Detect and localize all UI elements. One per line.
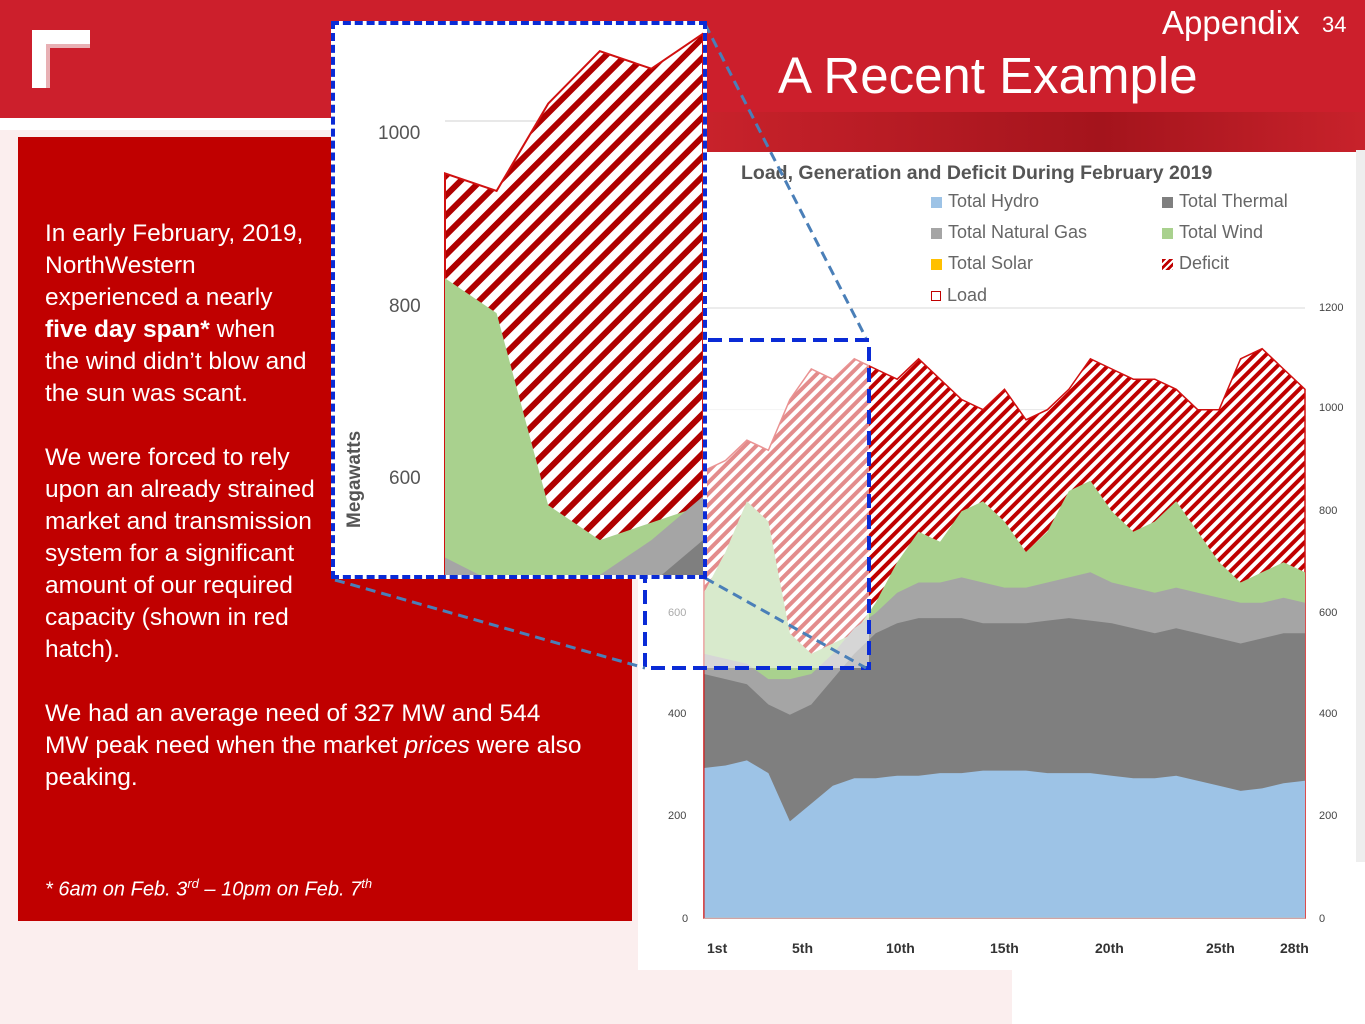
company-logo-icon bbox=[32, 30, 90, 88]
page-title: A Recent Example bbox=[778, 47, 1198, 104]
footnote-text: * 6am on Feb. 3 bbox=[45, 878, 188, 901]
page-number: 34 bbox=[1322, 12, 1347, 37]
hydro-swatch-icon bbox=[931, 196, 942, 208]
legend-wind: Total Wind bbox=[1162, 222, 1263, 243]
legend-hydro: Total Hydro bbox=[931, 191, 1039, 212]
slide-edge bbox=[1356, 150, 1365, 862]
y-tick-left-0: 0 bbox=[682, 913, 689, 925]
deficit-hatch-icon bbox=[1162, 258, 1173, 270]
x-tick-15th: 15th bbox=[990, 940, 1019, 956]
paragraph-1-text: In early February, 2019, NorthWestern ex… bbox=[45, 220, 304, 311]
x-tick-20th: 20th bbox=[1095, 940, 1124, 956]
inset-series-area-total-wind bbox=[445, 278, 703, 575]
inset-ytick-800: 800 bbox=[389, 296, 421, 317]
x-tick-10th: 10th bbox=[886, 940, 915, 956]
legend-solar-label: Total Solar bbox=[948, 253, 1034, 273]
y-tick-right-1000: 1000 bbox=[1319, 402, 1344, 414]
legend-natural-gas: Total Natural Gas bbox=[931, 222, 1087, 243]
inset-chart bbox=[444, 32, 703, 575]
inset-y-axis-label: Megawatts bbox=[344, 430, 365, 528]
legend-load-label: Load bbox=[947, 285, 988, 305]
x-tick-1st: 1st bbox=[707, 940, 728, 956]
thermal-swatch-icon bbox=[1162, 196, 1173, 208]
header-strip bbox=[706, 112, 1365, 152]
y-tick-right-0: 0 bbox=[1319, 913, 1326, 925]
x-tick-5th: 5th bbox=[792, 940, 813, 956]
y-tick-right-1200: 1200 bbox=[1319, 302, 1344, 314]
paragraph-2: We were forced to rely upon an already s… bbox=[45, 444, 315, 663]
footnote: * 6am on Feb. 3rd – 10pm on Feb. 7th bbox=[45, 876, 372, 902]
y-tick-right-600: 600 bbox=[1319, 607, 1338, 619]
paragraph-3-italic: prices bbox=[404, 732, 470, 759]
load-outline-icon bbox=[931, 291, 941, 302]
summary-text: In early February, 2019, NorthWestern ex… bbox=[45, 218, 605, 794]
y-tick-right-800: 800 bbox=[1319, 505, 1338, 517]
legend-thermal: Total Thermal bbox=[1162, 191, 1288, 212]
paragraph-3: We had an average need of 327 MW and 544… bbox=[45, 698, 590, 794]
footnote-text-2: – 10pm on Feb. 7 bbox=[198, 878, 362, 901]
zoom-connector-bottom bbox=[334, 578, 646, 670]
legend-wind-label: Total Wind bbox=[1179, 222, 1264, 242]
chart-title: Load, Generation and Deficit During Febr… bbox=[741, 162, 1213, 184]
y-tick-left-400: 400 bbox=[668, 708, 687, 720]
legend-deficit: Deficit bbox=[1162, 253, 1229, 274]
legend-deficit-label: Deficit bbox=[1179, 253, 1230, 273]
gas-swatch-icon bbox=[931, 227, 942, 239]
inset-ytick-600: 600 bbox=[389, 468, 421, 489]
y-tick-right-400: 400 bbox=[1319, 708, 1338, 720]
legend-thermal-label: Total Thermal bbox=[1179, 191, 1288, 211]
paragraph-1-bold: five day span* bbox=[45, 316, 210, 343]
paragraph-1-text-end: when the wind didn’t blow and the sun wa… bbox=[45, 316, 307, 407]
y-tick-left-200: 200 bbox=[668, 810, 687, 822]
zoom-connector-top bbox=[703, 23, 868, 339]
inset-ytick-1000: 1000 bbox=[378, 123, 421, 144]
x-tick-28th: 28th bbox=[1280, 940, 1309, 956]
solar-swatch-icon bbox=[931, 258, 942, 270]
footnote-sup-2: th bbox=[361, 876, 373, 891]
legend-load: Load bbox=[931, 285, 987, 306]
zoom-connector-mid bbox=[704, 576, 867, 670]
y-tick-left-600: 600 bbox=[668, 607, 687, 619]
paragraph-3-text-end: were also peaking. bbox=[45, 732, 582, 791]
legend-solar: Total Solar bbox=[931, 253, 1033, 274]
series-area-total-hydro bbox=[704, 760, 1305, 918]
paragraph-3-text: We had an average need of 327 MW and 544… bbox=[45, 700, 541, 759]
zoom-inset bbox=[331, 21, 707, 579]
inset-series-area-total-thermal bbox=[445, 540, 703, 575]
inset-series-area-total-natural-gas bbox=[445, 496, 703, 575]
wind-swatch-icon bbox=[1162, 227, 1173, 239]
paragraph-1: In early February, 2019, NorthWestern ex… bbox=[45, 218, 310, 410]
section-label: Appendix bbox=[1162, 4, 1300, 41]
y-tick-right-200: 200 bbox=[1319, 810, 1338, 822]
legend-hydro-label: Total Hydro bbox=[948, 191, 1040, 211]
legend-gas-label: Total Natural Gas bbox=[948, 222, 1088, 242]
x-tick-25th: 25th bbox=[1206, 940, 1235, 956]
footnote-sup-1: rd bbox=[187, 876, 199, 891]
